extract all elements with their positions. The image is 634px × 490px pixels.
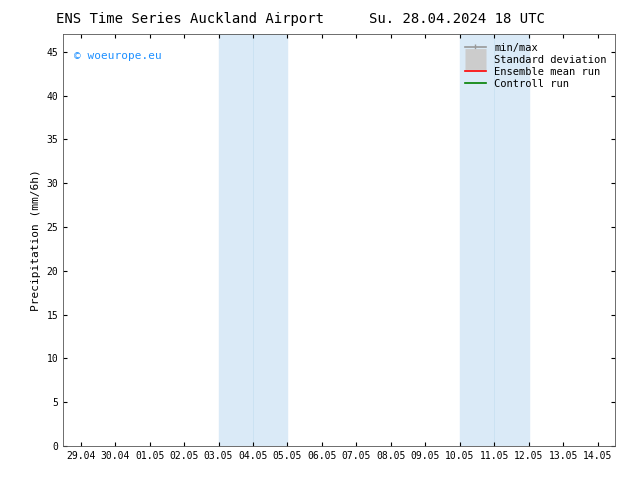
Text: ENS Time Series Auckland Airport: ENS Time Series Auckland Airport	[56, 12, 324, 26]
Text: © woeurope.eu: © woeurope.eu	[74, 51, 162, 61]
Legend: min/max, Standard deviation, Ensemble mean run, Controll run: min/max, Standard deviation, Ensemble me…	[462, 40, 610, 92]
Bar	[460, 34, 529, 446]
Bar	[219, 34, 287, 446]
Text: Su. 28.04.2024 18 UTC: Su. 28.04.2024 18 UTC	[368, 12, 545, 26]
Y-axis label: Precipitation (mm/6h): Precipitation (mm/6h)	[31, 169, 41, 311]
